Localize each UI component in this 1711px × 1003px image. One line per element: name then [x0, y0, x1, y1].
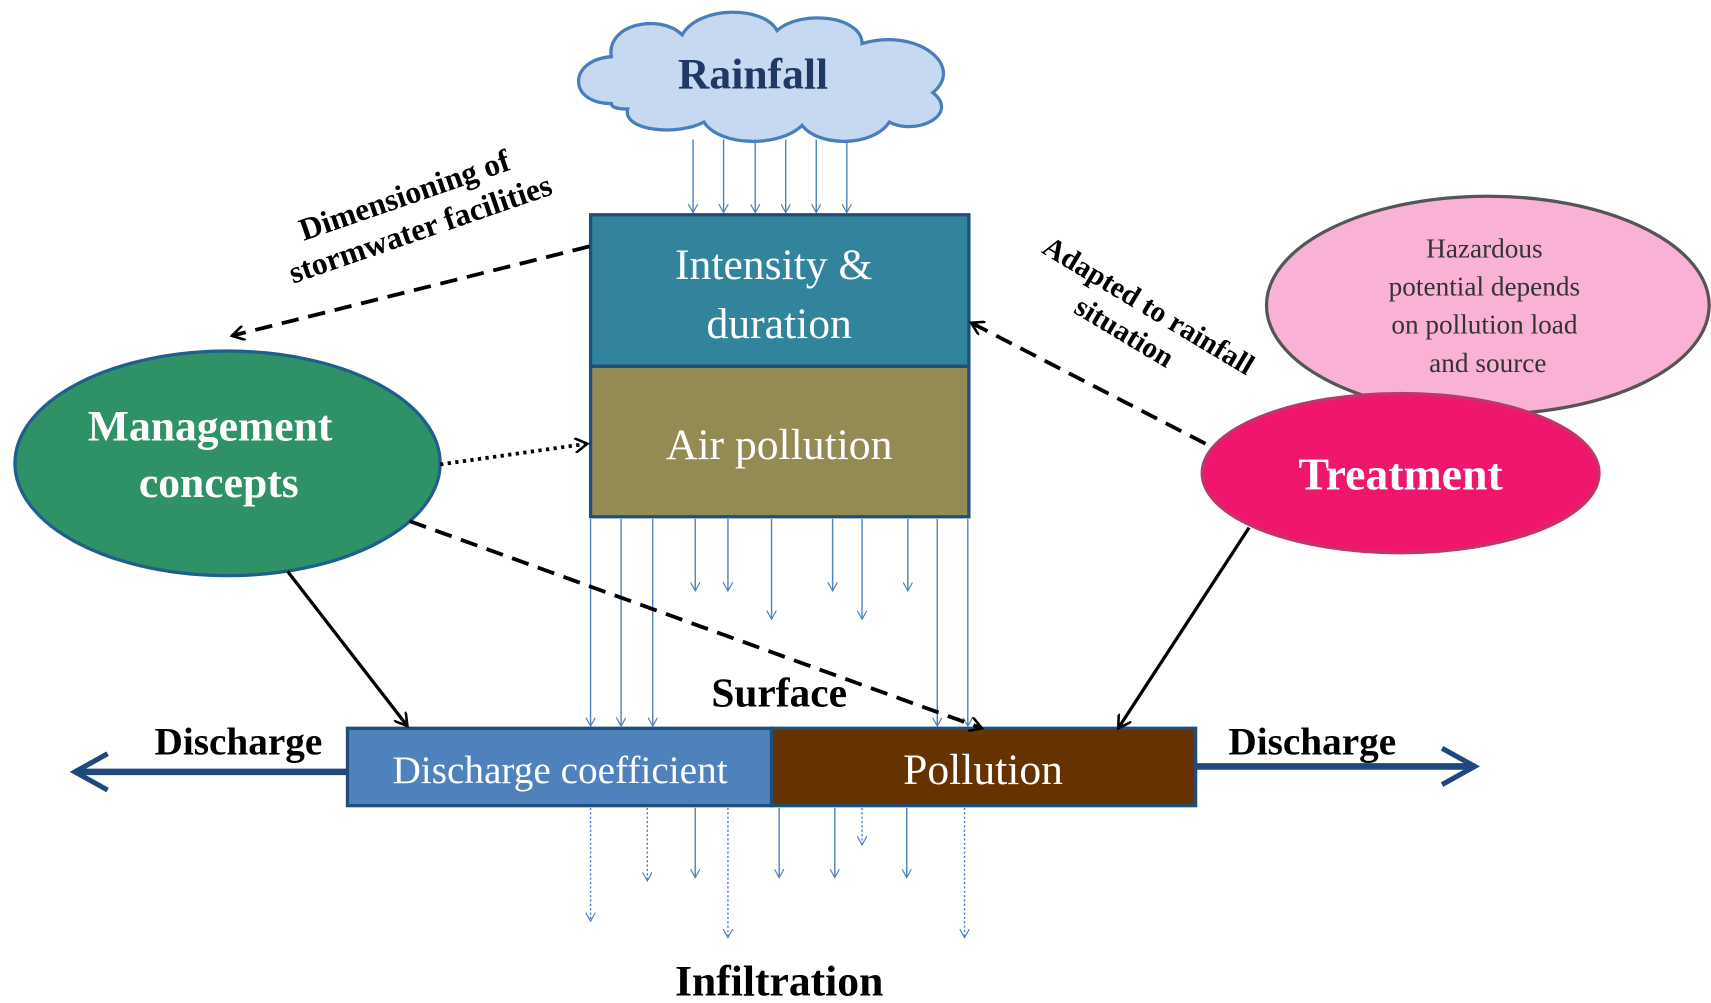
label-line: Management [88, 402, 333, 450]
runoff-arrows [591, 518, 968, 726]
adapted-label: Adapted to rainfall situation [1019, 231, 1266, 416]
rainfall-label: Rainfall [678, 50, 828, 98]
treatment-label: Treatment [1299, 449, 1504, 500]
pollution-label: Pollution [903, 746, 1063, 794]
rain-arrows [693, 139, 847, 213]
label-line: potential depends [1389, 271, 1580, 301]
infiltration-label: Infiltration [675, 957, 883, 1003]
hazard-label: Hazardous potential depends on pollution… [1389, 233, 1587, 377]
discharge-left-label: Discharge [155, 720, 323, 763]
dashed-arrow [971, 323, 1207, 446]
intensity-box [588, 213, 971, 368]
label-line: on pollution load [1391, 310, 1578, 340]
dashed-arrow [408, 519, 982, 728]
label-line: Intensity & [675, 241, 872, 289]
label-line: concepts [139, 459, 299, 507]
intensity-label: Intensity & duration [675, 241, 883, 348]
air-pollution-label: Air pollution [666, 421, 893, 469]
discharge-right-label: Discharge [1228, 720, 1396, 763]
pollution-box [769, 726, 1198, 808]
dotted-arrow [439, 444, 587, 467]
solid-arrow [1116, 526, 1251, 729]
label-line: duration [707, 300, 852, 348]
dimensioning-label: Dimensioning of stormwater facilities [272, 132, 556, 290]
label-line: and source [1429, 348, 1546, 378]
management-label: Management concepts [88, 402, 343, 507]
discharge-coefficient-box [345, 726, 774, 808]
treatment-ellipse [1200, 391, 1601, 555]
air-pollution-box [588, 364, 971, 519]
dashed-arrow [232, 244, 590, 335]
solid-arrow [286, 570, 407, 726]
surface-label: Surface [711, 669, 847, 715]
label-line: Hazardous [1426, 233, 1543, 263]
discharge-coefficient-label: Discharge coefficient [392, 749, 727, 792]
hazard-ellipse [1264, 194, 1711, 416]
infiltration-arrows [591, 807, 965, 938]
cloud [576, 10, 946, 143]
